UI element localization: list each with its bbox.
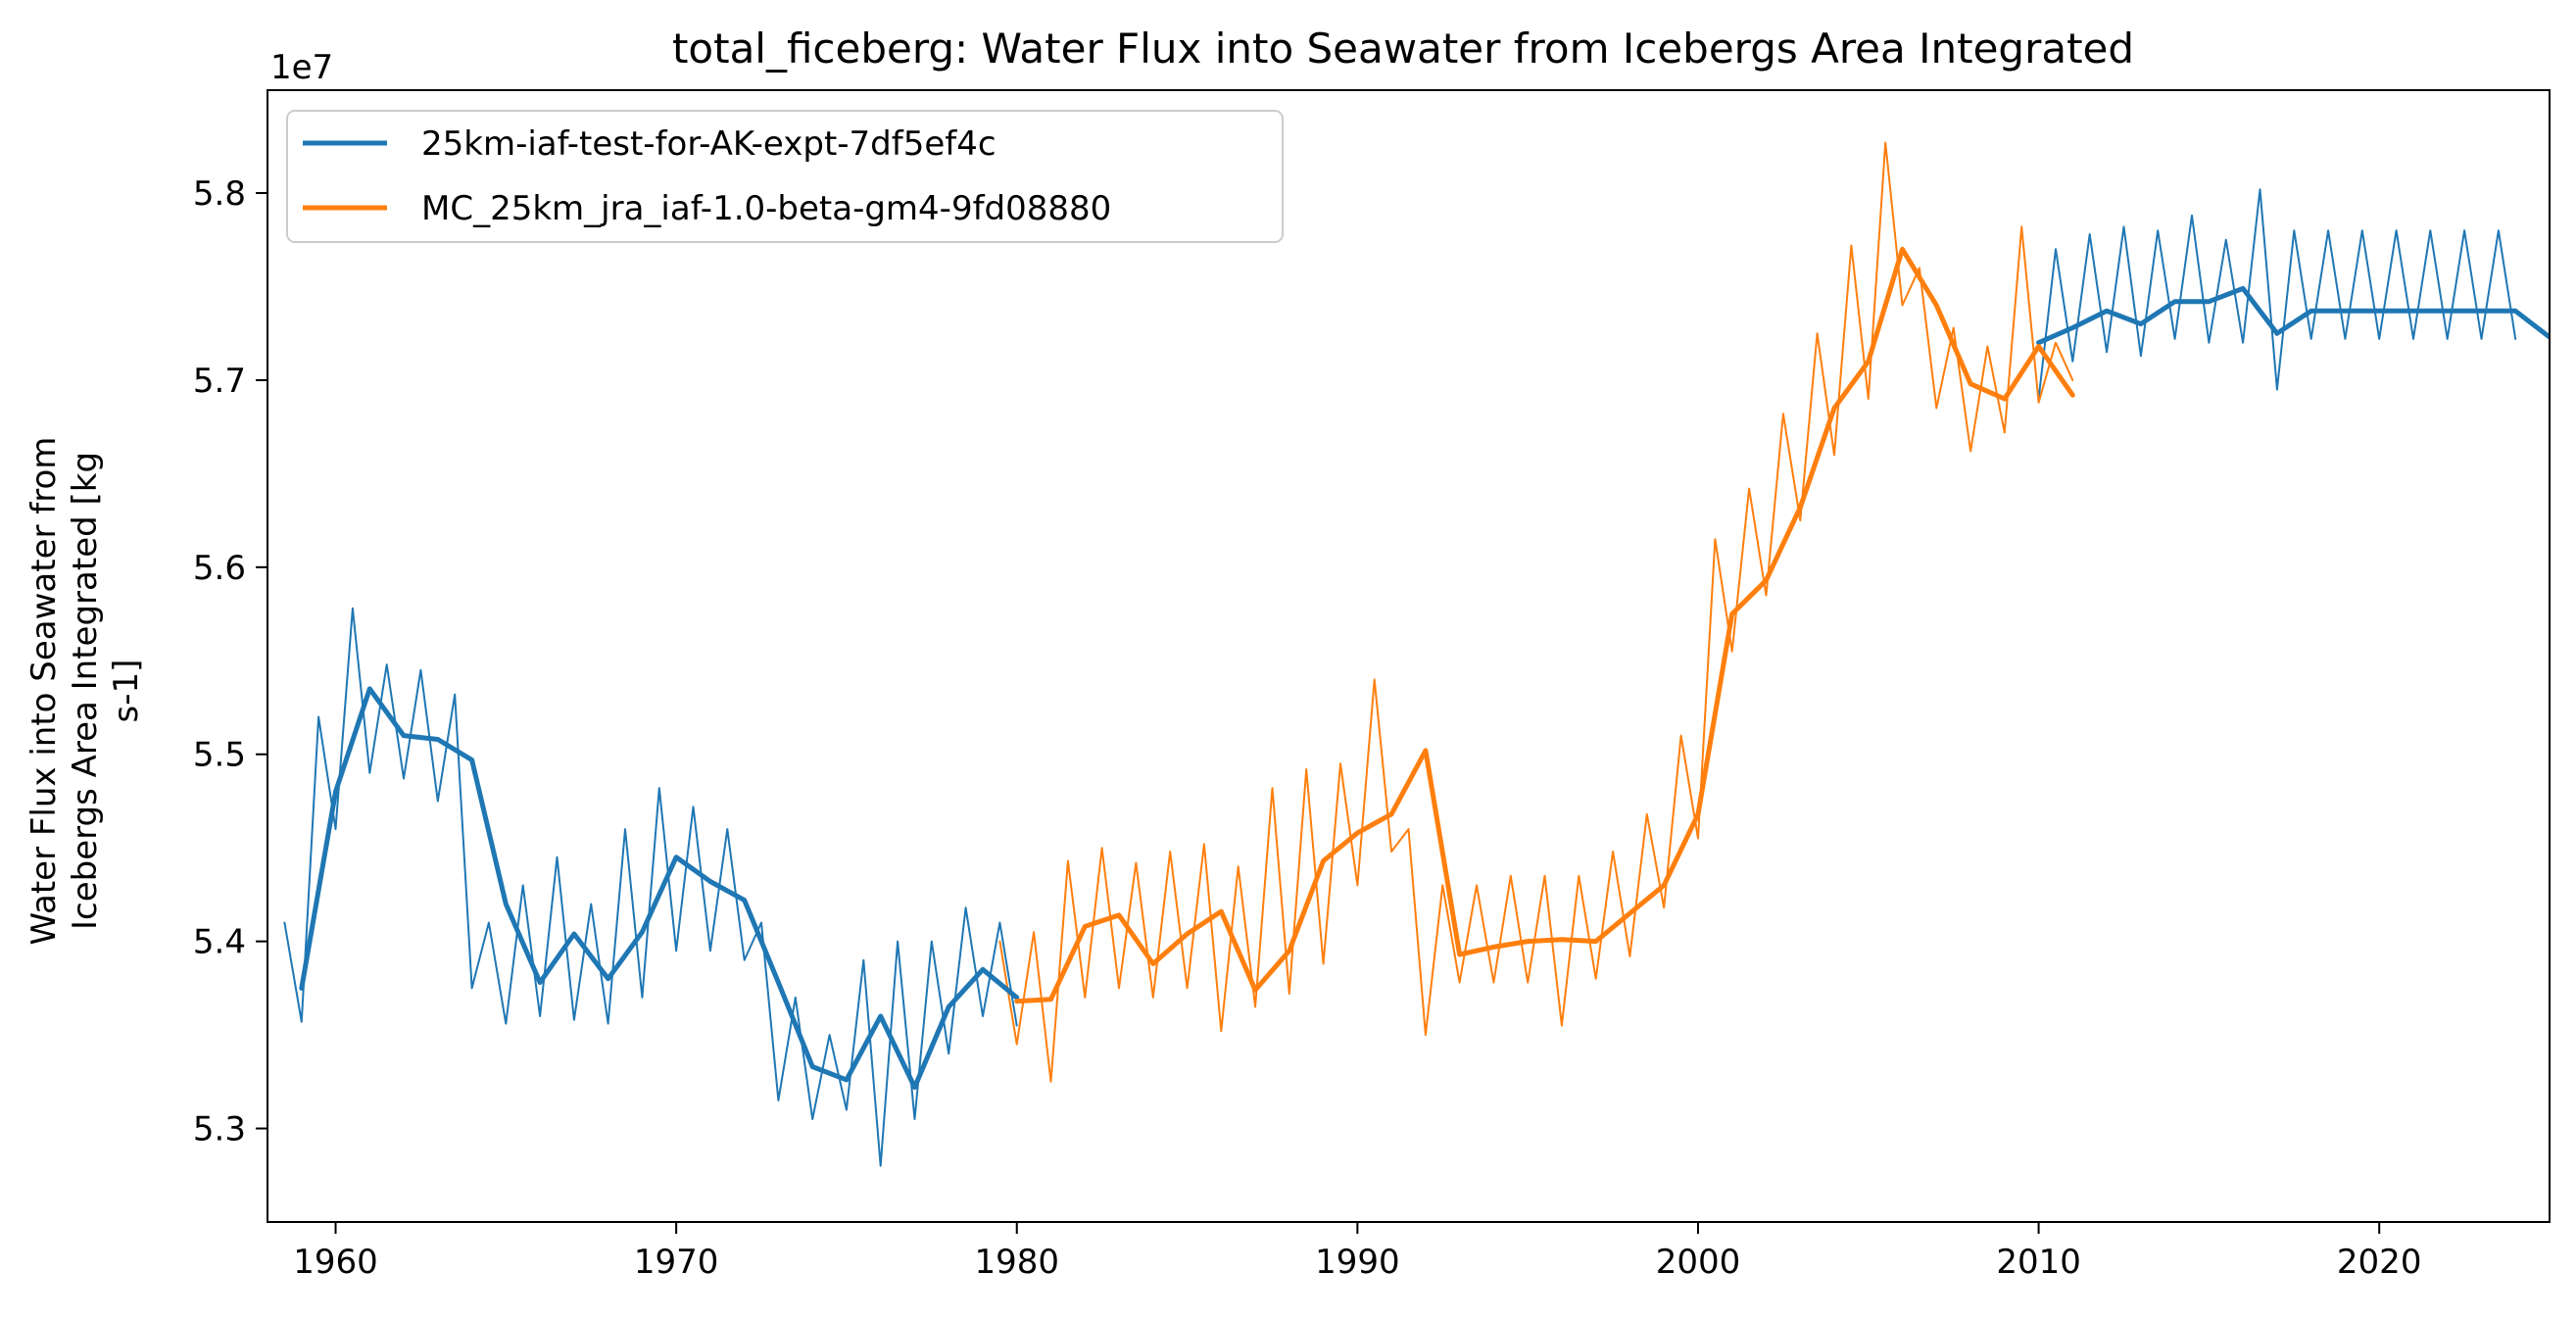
x-tick-label: 2020: [2337, 1243, 2422, 1282]
y-axis-label-line-3: s-1]: [107, 660, 146, 723]
x-tick-label: 1960: [293, 1243, 378, 1282]
series-1-annual-line: [1014, 246, 2075, 1004]
y-tick-label: 5.3: [193, 1110, 246, 1149]
legend-box: [286, 110, 1284, 243]
legend-label-1: MC_25km_jra_iaf-1.0-beta-gm4-9fd08880: [421, 189, 1111, 228]
series-0-annual-line-2: [2036, 285, 2550, 346]
series-0-monthly-line: [283, 607, 1018, 1167]
y-axis-label: Water Flux into Seawater from Icebergs A…: [24, 437, 146, 946]
series-0-monthly-line-2: [2037, 188, 2517, 400]
x-tick-label: 1970: [634, 1243, 719, 1282]
series-0-annual-line: [299, 686, 1020, 1090]
y-tick-label: 5.4: [193, 923, 246, 962]
y-axis-label-line-1: Water Flux into Seawater from: [24, 437, 64, 946]
y-tick-label: 5.6: [193, 549, 246, 588]
legend-label-0: 25km-iaf-test-for-AK-expt-7df5ef4c: [421, 124, 996, 164]
y-tick-label: 5.5: [193, 736, 246, 775]
x-tick-label: 1980: [974, 1243, 1059, 1282]
chart-title: total_ficeberg: Water Flux into Seawater…: [672, 24, 2134, 73]
y-axis-label-line-2: Icebergs Area Integrated [kg: [66, 452, 105, 930]
x-tick-label: 1990: [1315, 1243, 1400, 1282]
axes-ticks: 1960 1970 1980 1990 2000 2010 2020 5.3 5.4 5.5 5.6…: [193, 174, 2422, 1282]
y-tick-label: 5.7: [193, 362, 246, 401]
series-1-monthly-line: [998, 141, 2074, 1083]
plot-area: [283, 141, 2550, 1167]
y-tick-label: 5.8: [193, 174, 246, 214]
plot-frame: [267, 89, 2551, 1223]
y-axis-multiplier: 1e7: [270, 48, 333, 87]
x-tick-label: 2000: [1656, 1243, 1741, 1282]
legend: 25km-iaf-test-for-AK-expt-7df5ef4c MC_25…: [286, 110, 1284, 243]
x-tick-label: 2010: [1996, 1243, 2081, 1282]
